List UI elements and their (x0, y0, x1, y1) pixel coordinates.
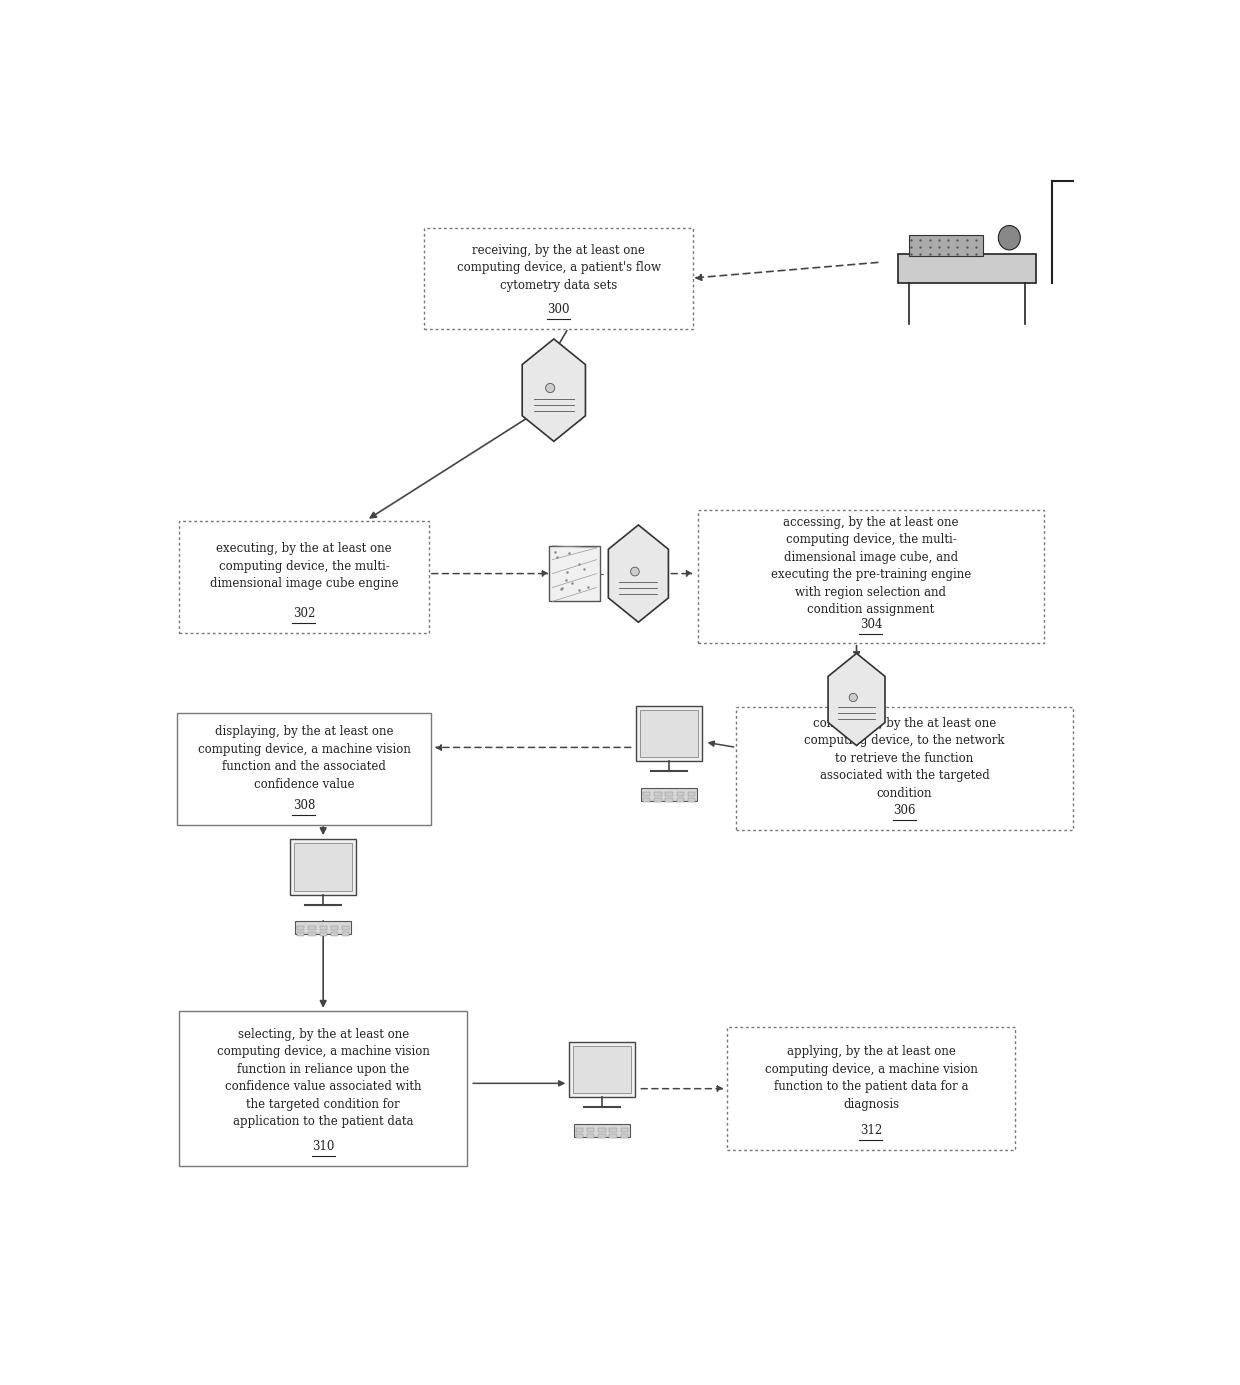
Bar (575, 1129, 583, 1132)
Bar (666, 792, 673, 796)
Bar (331, 925, 339, 929)
Bar (688, 792, 696, 796)
Bar (290, 839, 356, 895)
Bar (295, 921, 351, 933)
Bar (342, 925, 350, 929)
Bar (309, 925, 316, 929)
Bar (688, 798, 696, 802)
Bar (575, 1134, 583, 1138)
Bar (569, 1042, 635, 1097)
Ellipse shape (998, 226, 1021, 249)
FancyBboxPatch shape (424, 227, 693, 328)
Text: 300: 300 (547, 303, 570, 316)
Bar (309, 932, 316, 936)
Text: receiving, by the at least one
computing device, a patient's flow
cytometry data: receiving, by the at least one computing… (456, 244, 661, 291)
Bar (644, 792, 651, 796)
FancyBboxPatch shape (727, 1028, 1016, 1150)
Text: 304: 304 (859, 618, 882, 630)
Bar (609, 1134, 616, 1138)
Text: 306: 306 (893, 805, 916, 817)
Text: executing, by the at least one
computing device, the multi-
dimensional image cu: executing, by the at least one computing… (210, 542, 398, 590)
Bar (609, 1129, 616, 1132)
Polygon shape (828, 654, 885, 745)
Polygon shape (609, 525, 668, 622)
Bar (598, 1129, 605, 1132)
Ellipse shape (631, 568, 640, 576)
Text: displaying, by the at least one
computing device, a machine vision
function and : displaying, by the at least one computin… (197, 726, 410, 791)
Bar (587, 1134, 594, 1138)
Text: applying, by the at least one
computing device, a machine vision
function to the: applying, by the at least one computing … (765, 1046, 977, 1111)
Text: 302: 302 (293, 607, 315, 620)
Bar (573, 1046, 631, 1093)
FancyBboxPatch shape (737, 708, 1073, 830)
Bar (898, 253, 1035, 284)
Bar (655, 798, 662, 802)
Bar (549, 546, 600, 601)
Text: 310: 310 (312, 1140, 335, 1154)
Bar (342, 932, 350, 936)
Bar (320, 932, 327, 936)
FancyBboxPatch shape (179, 521, 429, 633)
Bar (636, 705, 702, 762)
Bar (574, 1123, 630, 1137)
Bar (677, 792, 684, 796)
Ellipse shape (849, 694, 857, 702)
Text: connecting, by the at least one
computing device, to the network
to retrieve the: connecting, by the at least one computin… (805, 716, 1004, 799)
Ellipse shape (546, 384, 554, 392)
FancyBboxPatch shape (176, 713, 432, 824)
Bar (587, 1129, 594, 1132)
Bar (640, 709, 698, 758)
Text: 312: 312 (859, 1125, 882, 1137)
Bar (620, 1134, 627, 1138)
Bar (298, 925, 305, 929)
Bar (677, 798, 684, 802)
Bar (644, 798, 651, 802)
Polygon shape (522, 339, 585, 442)
FancyBboxPatch shape (179, 1011, 467, 1166)
Bar (909, 235, 983, 256)
Bar (666, 798, 673, 802)
Bar (620, 1129, 627, 1132)
Bar (298, 932, 305, 936)
FancyBboxPatch shape (698, 510, 1044, 644)
Bar (320, 925, 327, 929)
Text: accessing, by the at least one
computing device, the multi-
dimensional image cu: accessing, by the at least one computing… (771, 515, 971, 616)
Bar (331, 932, 339, 936)
Bar (294, 843, 352, 891)
Bar (655, 792, 662, 796)
Text: selecting, by the at least one
computing device, a machine vision
function in re: selecting, by the at least one computing… (217, 1028, 429, 1129)
Bar (598, 1134, 605, 1138)
Text: 308: 308 (293, 799, 315, 812)
Bar (641, 788, 697, 801)
